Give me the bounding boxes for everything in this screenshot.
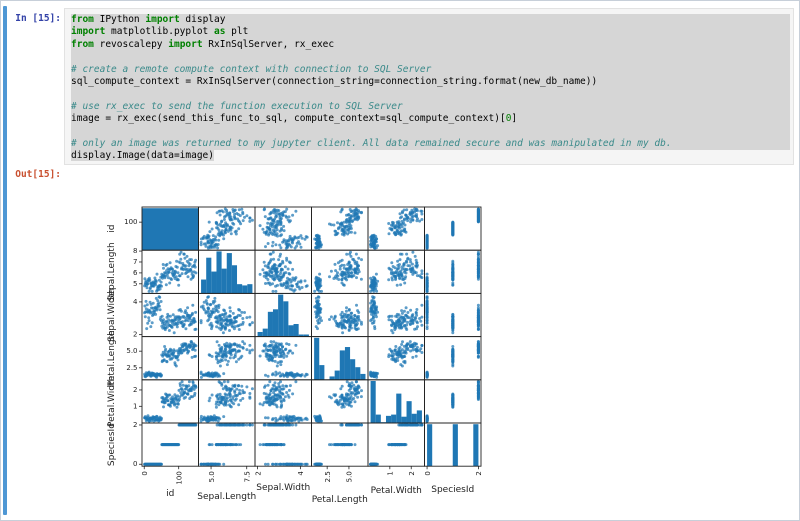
svg-text:5.0: 5.0 [346,471,354,482]
svg-text:0: 0 [133,460,137,468]
svg-text:Petal.Length: Petal.Length [312,495,368,505]
svg-text:2: 2 [408,471,416,475]
code-line: image = rx_exec(send_this_func_to_sql, c… [71,113,790,126]
svg-text:5.0: 5.0 [126,347,137,355]
svg-text:Petal.Length: Petal.Length [107,330,117,386]
cell-selection-bar[interactable] [3,6,7,515]
code-line: import matplotlib.pyplot as plt [71,26,790,39]
code-line: # only an image was returned to my jupyt… [71,137,790,151]
code-cell[interactable]: from IPython import display import matplo… [64,8,794,165]
svg-text:id: id [107,224,117,232]
output-prompt: Out[15]: [15,169,61,180]
code-line: sql_compute_context = RxInSqlServer(conn… [71,75,790,89]
svg-text:2: 2 [133,331,137,339]
svg-text:Petal.Width: Petal.Width [371,486,422,496]
svg-text:5: 5 [133,280,137,288]
input-prompt: In [15]: [15,13,61,24]
svg-text:Sepal.Width: Sepal.Width [107,288,117,342]
code-line: display.Image(data=image) [71,150,214,162]
svg-text:Sepal.Length: Sepal.Length [107,242,117,301]
output-figure: 100 5 6 7 8 2 4 2.5 5.0 1 2 0 2 0 100 5.0 7.5 2 4 2.5 5.0 1 2 0… [100,193,500,520]
svg-text:1: 1 [387,471,395,475]
svg-text:100: 100 [175,471,183,484]
svg-text:Petal.Width: Petal.Width [107,376,117,427]
code-line [71,51,790,64]
svg-text:SpeciesId: SpeciesId [107,423,117,466]
svg-text:2.5: 2.5 [126,364,137,372]
svg-text:Sepal.Width: Sepal.Width [256,483,310,493]
svg-text:2: 2 [254,471,262,475]
svg-text:1: 1 [133,402,137,410]
svg-text:6: 6 [133,269,138,277]
svg-text:7.5: 7.5 [244,471,252,482]
code-line: from revoscalepy import RxInSqlServer, r… [71,38,790,52]
svg-text:8: 8 [133,247,137,255]
code-line: # use rx_exec to send the function execu… [71,100,790,114]
svg-text:2.5: 2.5 [324,471,332,482]
code-line: from IPython import display [71,14,790,27]
svg-text:SpeciesId: SpeciesId [431,485,474,495]
svg-text:0: 0 [424,471,432,475]
svg-text:2: 2 [475,471,483,475]
svg-text:4: 4 [297,471,305,476]
svg-text:5.0: 5.0 [208,471,216,482]
code-lines: from IPython import display import matplo… [71,14,790,163]
svg-text:2: 2 [133,421,137,429]
code-line: # create a remote compute context with c… [71,63,790,76]
svg-text:4: 4 [133,298,138,306]
svg-text:Sepal.Length: Sepal.Length [197,492,256,502]
code-line [71,125,790,138]
svg-text:7: 7 [133,258,137,266]
code-line [71,88,790,101]
svg-text:id: id [166,489,174,499]
svg-text:100: 100 [124,218,137,226]
svg-text:0: 0 [141,471,149,475]
svg-text:2: 2 [133,386,137,394]
